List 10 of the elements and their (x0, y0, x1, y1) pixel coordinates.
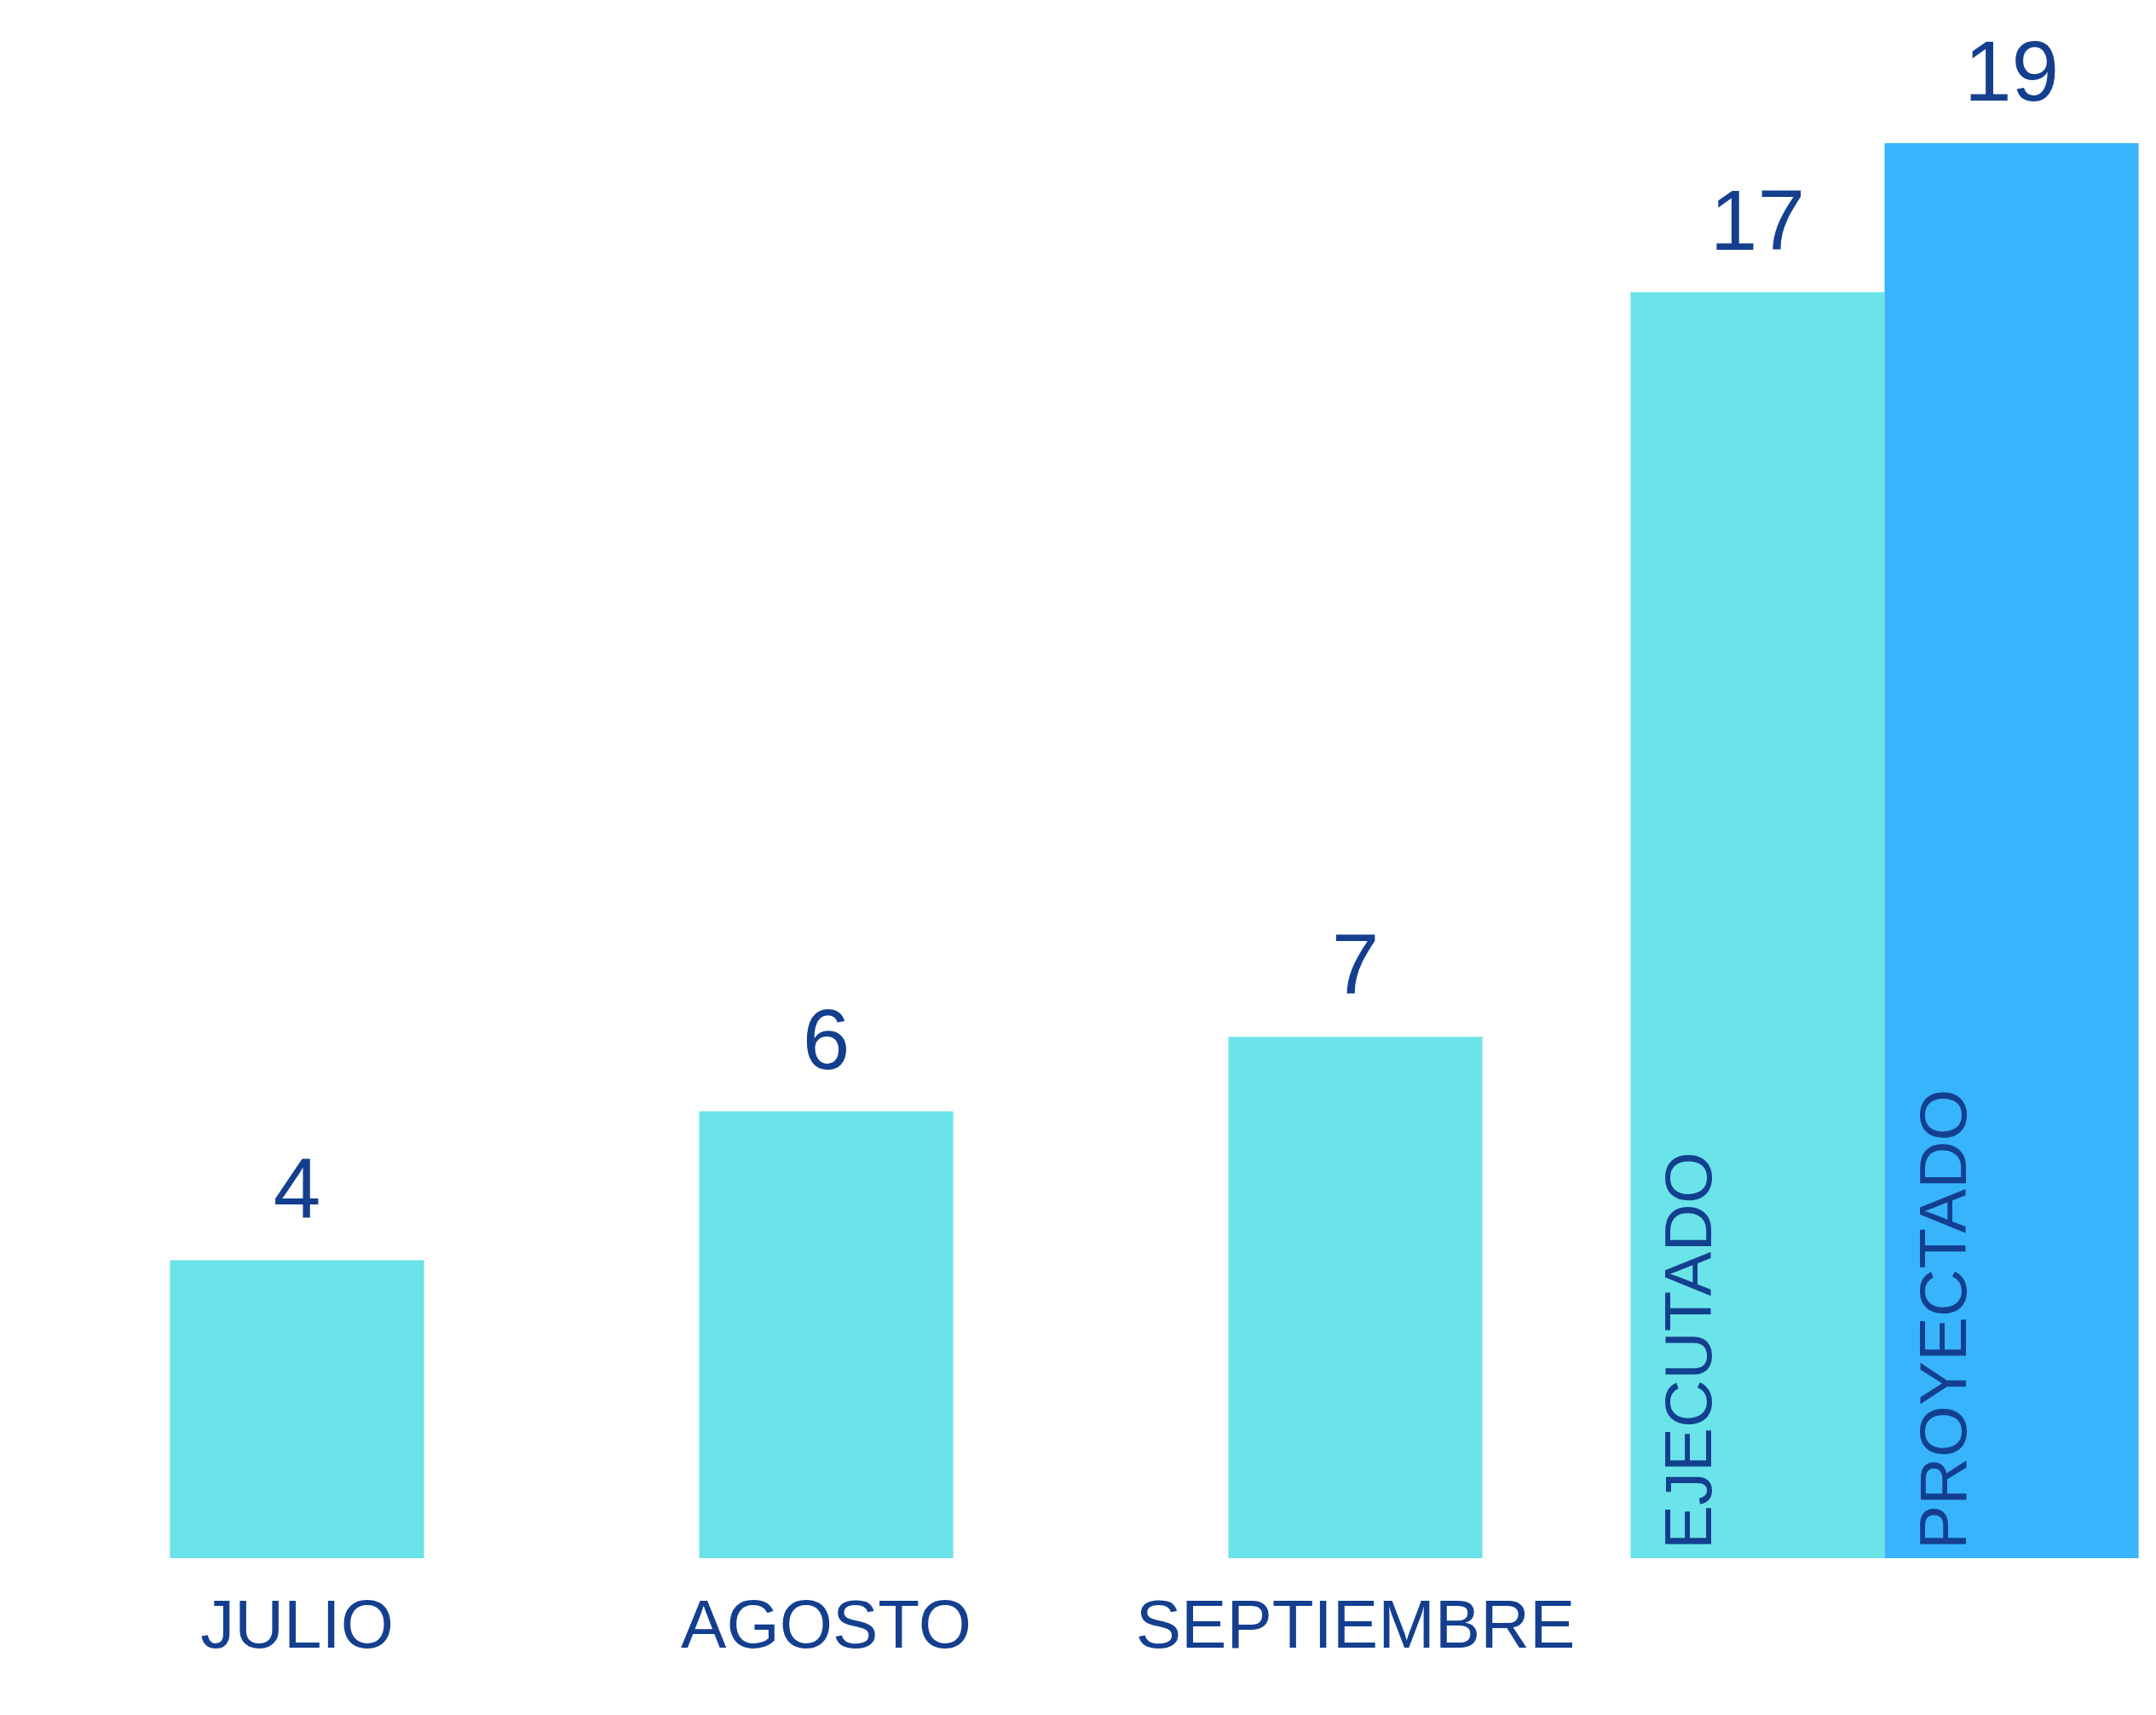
x-tick-label: JULIO (200, 1585, 394, 1662)
data-label: 4 (273, 1140, 321, 1236)
data-label: 6 (802, 990, 850, 1087)
data-label: 17 (1709, 171, 1806, 268)
series-label: EJECUTADO (1651, 1152, 1727, 1550)
data-label: 7 (1331, 916, 1380, 1013)
data-label: 19 (1963, 23, 2060, 118)
x-tick-label: AGOSTO (681, 1585, 971, 1662)
x-tick-label: SEPTIEMBRE (1135, 1585, 1576, 1662)
series-label: PROYECTADO (1905, 1088, 1980, 1550)
